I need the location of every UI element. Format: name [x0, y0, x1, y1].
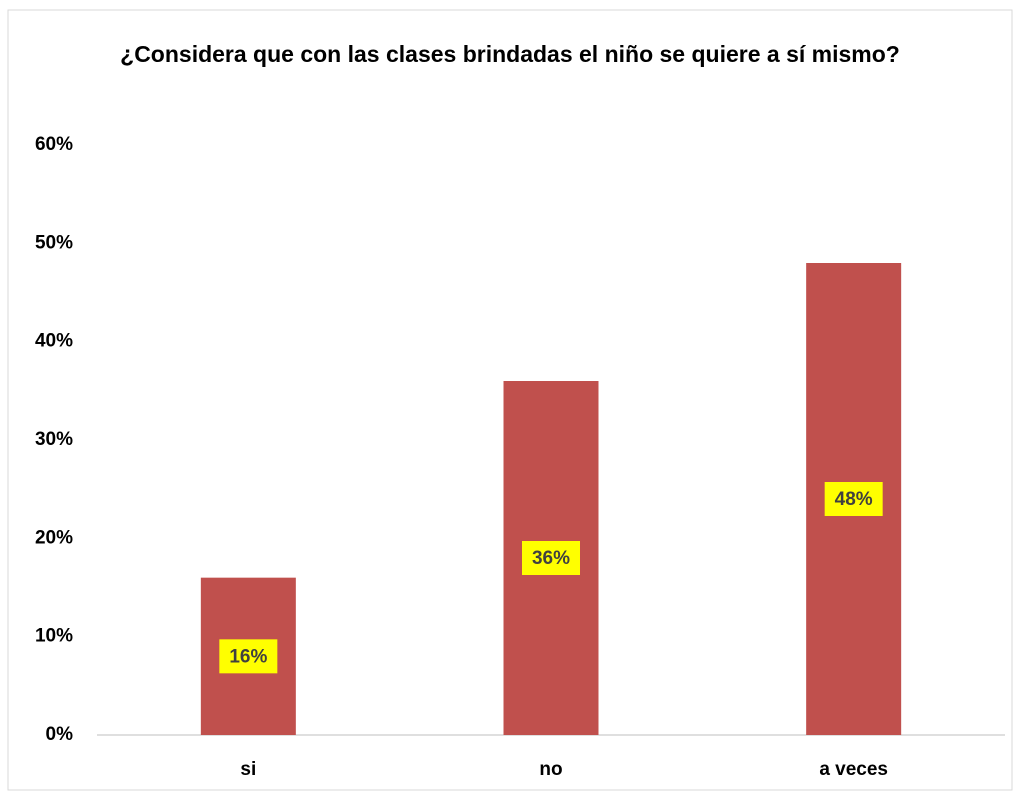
y-tick-label: 0% — [46, 724, 74, 745]
value-label: 36% — [532, 548, 570, 569]
x-tick-label: a veces — [819, 759, 888, 780]
y-tick-label: 50% — [35, 232, 73, 253]
x-tick-label: no — [539, 759, 562, 780]
y-tick-label: 40% — [35, 331, 73, 352]
value-label-bg — [219, 639, 278, 674]
value-label-bg — [824, 482, 883, 516]
x-tick-label: si — [240, 759, 256, 780]
value-label: 16% — [229, 646, 267, 667]
value-label: 48% — [835, 489, 873, 510]
value-label-bg — [522, 541, 580, 575]
y-tick-label: 30% — [35, 429, 73, 450]
y-tick-label: 60% — [35, 134, 73, 155]
chart-title: ¿Considera que con las clases brindadas … — [120, 41, 900, 67]
y-tick-label: 20% — [35, 527, 73, 548]
y-tick-label: 10% — [35, 626, 73, 647]
